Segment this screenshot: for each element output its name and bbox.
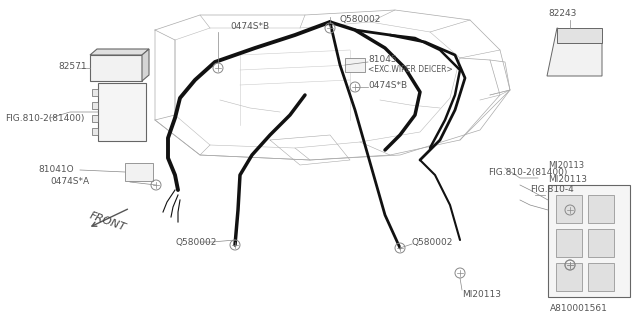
Bar — [548, 185, 630, 297]
Text: <EXC.WIPER DEICER>: <EXC.WIPER DEICER> — [368, 65, 452, 74]
Polygon shape — [557, 28, 602, 43]
Text: 0474S*B: 0474S*B — [230, 22, 269, 31]
Bar — [588, 263, 614, 291]
Bar — [345, 58, 365, 72]
Text: MI20113: MI20113 — [548, 175, 587, 184]
Text: 0474S*A: 0474S*A — [50, 178, 89, 187]
Bar — [92, 90, 98, 96]
Polygon shape — [547, 28, 602, 76]
Bar — [90, 55, 142, 81]
Bar — [556, 229, 582, 257]
Polygon shape — [90, 49, 149, 55]
FancyBboxPatch shape — [125, 163, 153, 181]
Text: Q580002: Q580002 — [412, 237, 453, 246]
Bar — [588, 195, 614, 223]
Bar — [92, 115, 98, 122]
Text: FIG.810-2(81400): FIG.810-2(81400) — [488, 168, 568, 177]
Text: 0474S*B: 0474S*B — [368, 81, 407, 90]
Polygon shape — [142, 49, 149, 81]
Text: 82571: 82571 — [58, 62, 86, 71]
Text: FIG.810-4: FIG.810-4 — [530, 185, 573, 194]
Text: MI20113: MI20113 — [462, 290, 501, 299]
Text: FRONT: FRONT — [88, 211, 127, 233]
Text: 82243: 82243 — [548, 9, 577, 18]
Text: FIG.810-2(81400): FIG.810-2(81400) — [5, 114, 84, 123]
Bar — [588, 229, 614, 257]
Text: Q580002: Q580002 — [175, 237, 216, 246]
Text: 81041O: 81041O — [38, 165, 74, 174]
Bar — [92, 102, 98, 109]
Bar — [556, 263, 582, 291]
Text: A810001561: A810001561 — [550, 304, 608, 313]
Text: MI20113: MI20113 — [548, 161, 584, 170]
Bar — [92, 128, 98, 134]
Text: 81045: 81045 — [368, 55, 397, 64]
Text: Q580002: Q580002 — [340, 15, 381, 24]
Bar — [556, 195, 582, 223]
Bar — [98, 83, 146, 141]
